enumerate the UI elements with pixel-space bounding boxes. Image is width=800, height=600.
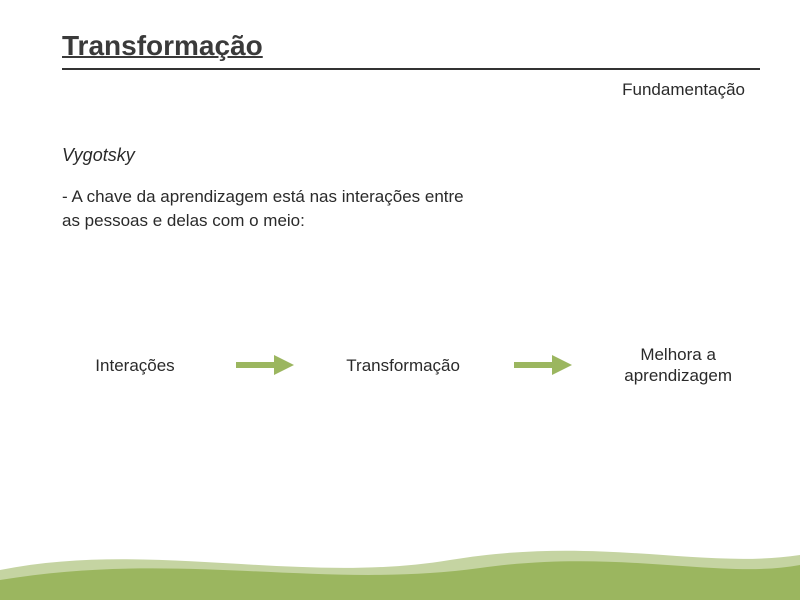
arrow-icon xyxy=(234,353,294,377)
flow-diagram: Interações Transformação Melhora a apren… xyxy=(70,330,750,401)
flow-node-interacoes: Interações xyxy=(70,341,200,390)
author-name: Vygotsky xyxy=(62,145,135,166)
body-text: - A chave da aprendizagem está nas inter… xyxy=(62,185,700,233)
subtitle: Fundamentação xyxy=(622,80,745,100)
footer-wave xyxy=(0,530,800,600)
flow-node-melhora: Melhora a aprendizagem xyxy=(606,330,750,401)
page-title: Transformação xyxy=(62,30,263,62)
title-underline xyxy=(62,68,760,70)
arrow-icon xyxy=(512,353,572,377)
flow-node-transformacao: Transformação xyxy=(328,341,478,390)
